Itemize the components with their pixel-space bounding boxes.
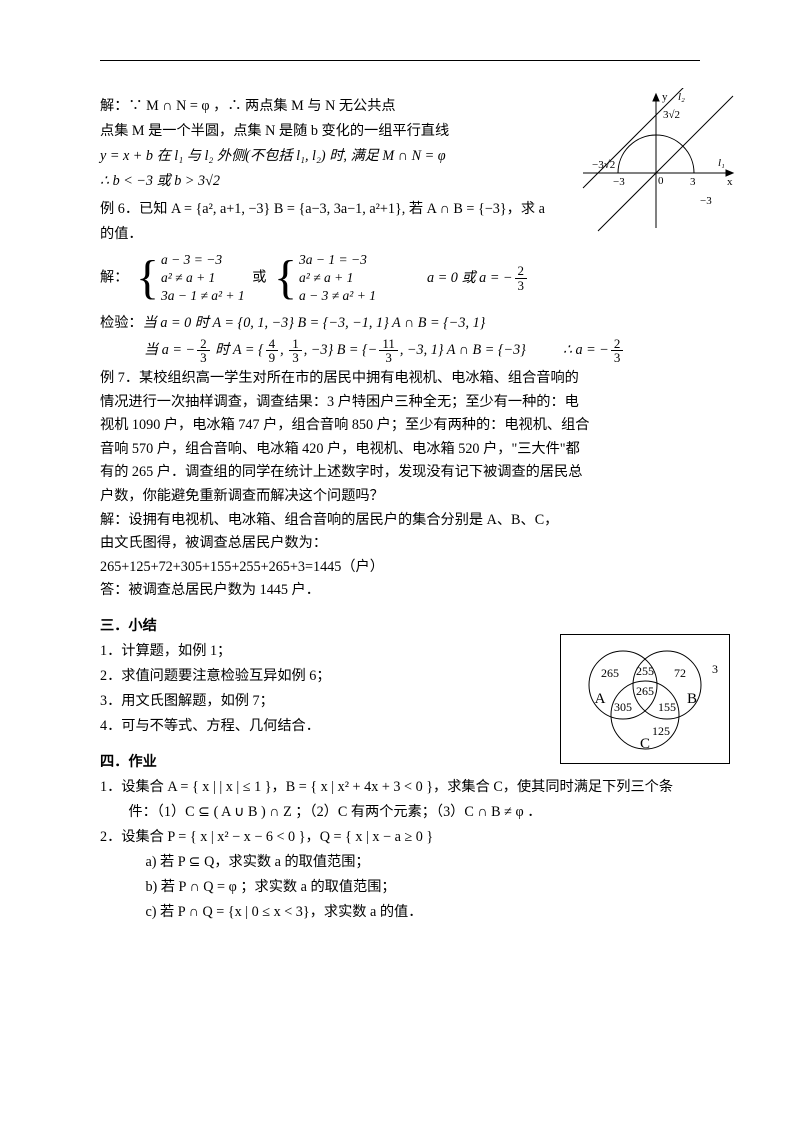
example-6-title: 例 6．已知 A = {a², a+1, −3} B = {a−3, 3a−1,… xyxy=(100,198,710,220)
paragraph: 解：∵ M ∩ N = φ ，∴ 两点集 M 与 N 无公共点 xyxy=(100,95,530,117)
example-7-line: 由文氏图得，被调查总居民户数为： xyxy=(100,533,520,554)
homework-subitem: b) 若 P ∩ Q = φ ；求实数 a 的取值范围； xyxy=(100,876,710,898)
section-4-title: 四．作业 xyxy=(100,751,710,773)
result: a = 0 或 a = −23 xyxy=(427,270,529,286)
check-line-2: 当 a = −23 时 A = {49, 13, −3} B = {−113, … xyxy=(100,337,710,365)
example-7-line: 解：设拥有电视机、电冰箱、组合音响的居民户的集合分别是 A、B、C， xyxy=(100,510,710,531)
summary-item: 4．可与不等式、方程、几何结合． xyxy=(100,715,710,737)
text: 或 xyxy=(252,270,266,286)
document-body: 解：∵ M ∩ N = φ ，∴ 两点集 M 与 N 无公共点 点集 M 是一个… xyxy=(100,95,710,923)
system-1: { a − 3 = −3 a² ≠ a + 1 3a − 1 ≠ a² + 1 xyxy=(136,251,245,306)
example-7-line: 视机 1090 户，电冰箱 747 户，组合音响 850 户；至少有两种的：电视… xyxy=(100,415,710,436)
label: 检验： xyxy=(100,315,143,331)
math-line: y = x + b 在 l₁ 与 l₂ 外侧(不包括 l₁, l₂) 时, 满足… xyxy=(100,145,530,167)
system-2: { 3a − 1 = −3 a² ≠ a + 1 a − 3 ≠ a² + 1 xyxy=(274,251,376,306)
svg-text:3: 3 xyxy=(712,662,718,676)
document-page: y x 0 −3 3 −3 l₁ l₂ 3√2 −3√2 A B C 265 xyxy=(0,0,800,1132)
homework-subitem: c) 若 P ∩ Q = {x | 0 ≤ x < 3}，求实数 a 的值． xyxy=(100,901,710,923)
homework-item: 1．设集合 A = { x | | x | ≤ 1 }，B = { x | x²… xyxy=(100,776,710,798)
homework-item: 件：（1）C ⊆ ( A ∪ B ) ∩ Z ；（2）C 有两个元素；（3）C … xyxy=(100,801,710,823)
example-7-line: 情况进行一次抽样调查，调查结果：3 户特困户三种全无；至少有一种的：电 xyxy=(100,392,710,413)
example-7-line: 答：被调查总居民户数为 1445 户． xyxy=(100,580,520,601)
top-rule xyxy=(100,60,700,61)
example-7-line: 户数，你能避免重新调查而解决这个问题吗？ xyxy=(100,486,710,507)
text: 例 6．已知 A = {a², a+1, −3} B = {a−3, 3a−1,… xyxy=(100,201,545,217)
summary-item: 3．用文氏图解题，如例 7； xyxy=(100,690,710,712)
check-line-1: 检验：当 a = 0 时 A = {0, 1, −3} B = {−3, −1,… xyxy=(100,312,710,334)
homework-item: 2．设集合 P = { x | x² − x − 6 < 0 }，Q = { x… xyxy=(100,826,710,848)
therefore: ∴ a = −23 xyxy=(563,342,625,358)
example-7-line: 音响 570 户，组合音响、电冰箱 420 户，电视机、电冰箱 520 户，"三… xyxy=(100,439,710,460)
homework-subitem: a) 若 P ⊆ Q，求实数 a 的取值范围； xyxy=(100,851,710,873)
svg-text:l₁: l₁ xyxy=(718,157,725,169)
example-6-systems: 解： { a − 3 = −3 a² ≠ a + 1 3a − 1 ≠ a² +… xyxy=(100,251,710,306)
svg-text:x: x xyxy=(727,176,733,188)
summary-item: 2．求值问题要注意检验互异如例 6； xyxy=(100,665,710,687)
math-line: ∴ b < −3 或 b > 3√2 xyxy=(100,170,530,192)
paragraph: 点集 M 是一个半圆，点集 N 是随 b 变化的一组平行直线 xyxy=(100,120,530,142)
example-7-line: 265+125+72+305+155+255+265+3=1445（户） xyxy=(100,557,520,578)
example-7-line: 例 7．某校组织高一学生对所在市的居民中拥有电视机、电冰箱、组合音响的 xyxy=(100,368,710,389)
label: 解： xyxy=(100,270,128,286)
example-7-line: 有的 265 户．调查组的同学在统计上述数字时，发现没有记下被调查的居民总 xyxy=(100,462,710,483)
text: 的值． xyxy=(100,223,710,245)
section-3-title: 三．小结 xyxy=(100,615,710,637)
summary-item: 1．计算题，如例 1； xyxy=(100,640,710,662)
